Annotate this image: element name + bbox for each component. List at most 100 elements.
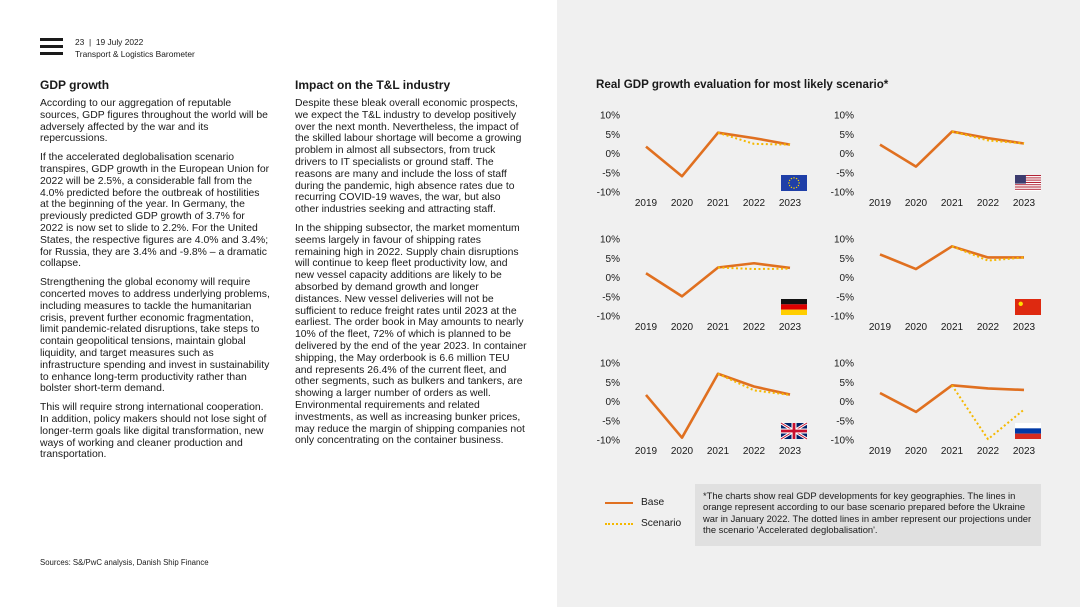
de-flag-icon <box>781 299 807 315</box>
y-tick-label: -10% <box>597 188 620 199</box>
x-tick-label: 2023 <box>1013 198 1036 209</box>
x-tick-label: 2019 <box>635 322 658 333</box>
y-tick-label: 10% <box>600 235 620 246</box>
base-series-line <box>879 384 1025 414</box>
x-tick-label: 2019 <box>635 198 658 209</box>
x-tick-label: 2021 <box>941 446 964 457</box>
base-series-line <box>879 245 1024 271</box>
x-tick-label: 2023 <box>1013 322 1036 333</box>
menu-icon[interactable] <box>40 38 63 56</box>
y-tick-label: 5% <box>840 378 855 389</box>
legend-scenario-label: Scenario <box>641 518 682 529</box>
middle-paragraph: Despite these bleak overall economic pro… <box>295 98 522 216</box>
x-tick-label: 2022 <box>743 198 766 209</box>
y-tick-label: 10% <box>600 359 620 370</box>
x-tick-label: 2019 <box>869 446 892 457</box>
x-tick-label: 2020 <box>671 322 694 333</box>
y-tick-label: 5% <box>606 378 621 389</box>
x-tick-label: 2020 <box>905 322 928 333</box>
left-paragraph: This will require strong international c… <box>40 402 267 461</box>
base-series-line <box>879 130 1025 168</box>
y-tick-label: 0% <box>606 397 621 408</box>
y-tick-label: 5% <box>840 254 855 265</box>
gdp-chart-panel: 10% 5% 0% -5% -10% 2019 2020 2021 2022 2023 <box>831 235 1041 333</box>
scenario-series-line <box>951 130 1025 145</box>
y-tick-label: 10% <box>834 235 854 246</box>
left-paragraph: If the accelerated deglobalisation scena… <box>40 152 270 270</box>
legend-base-swatch <box>605 501 633 504</box>
y-tick-label: 0% <box>840 149 855 160</box>
x-tick-label: 2020 <box>905 198 928 209</box>
base-series-line <box>645 131 791 178</box>
eu-flag-icon <box>781 175 807 191</box>
x-tick-label: 2019 <box>635 446 658 457</box>
middle-column-title: Impact on the T&L industry <box>295 78 451 92</box>
y-tick-label: 5% <box>606 130 621 141</box>
y-tick-label: 10% <box>834 359 854 370</box>
y-tick-label: 0% <box>606 149 621 160</box>
y-tick-label: 10% <box>834 111 854 122</box>
chart-legend: Base Scenario <box>597 484 691 544</box>
legend-base-label: Base <box>641 497 665 508</box>
x-tick-label: 2023 <box>779 322 802 333</box>
y-tick-label: -5% <box>836 168 854 179</box>
middle-paragraph: In the shipping subsector, the market mo… <box>295 222 527 447</box>
x-tick-label: 2023 <box>1013 446 1036 457</box>
x-tick-label: 2020 <box>905 446 928 457</box>
x-tick-label: 2023 <box>779 446 802 457</box>
left-paragraph: According to our aggregation of reputabl… <box>40 98 268 145</box>
gdp-chart-panel: 10% 5% 0% -5% -10% 2019 2020 2021 2022 2023 <box>597 111 807 209</box>
page-number: 23 <box>75 37 85 47</box>
scenario-series-line <box>717 266 791 271</box>
x-tick-label: 2023 <box>779 198 802 209</box>
middle-column: Impact on the T&L industry Despite these… <box>295 78 527 454</box>
scenario-series-line <box>717 372 791 396</box>
gdp-chart-panel: 10% 5% 0% -5% -10% 2019 2020 2021 2022 2023 <box>597 359 808 457</box>
x-tick-label: 2021 <box>707 322 730 333</box>
scenario-series-line <box>717 131 791 146</box>
left-paragraph: Strengthening the global economy will re… <box>40 277 270 395</box>
y-tick-label: -10% <box>831 188 854 199</box>
y-tick-label: -5% <box>836 292 854 303</box>
y-tick-label: -5% <box>602 416 620 427</box>
y-tick-label: -10% <box>597 312 620 323</box>
header-separator: | <box>88 37 92 47</box>
uk-flag-icon <box>780 421 808 441</box>
y-tick-label: -10% <box>597 436 620 447</box>
x-tick-label: 2021 <box>941 322 964 333</box>
x-tick-label: 2020 <box>671 198 694 209</box>
x-tick-label: 2022 <box>977 322 1000 333</box>
x-tick-label: 2019 <box>869 198 892 209</box>
scenario-series-line <box>951 384 1025 441</box>
x-tick-label: 2022 <box>743 322 766 333</box>
base-series-line <box>645 372 791 439</box>
cn-flag-icon <box>1015 299 1041 315</box>
gdp-chart-panel: 10% 5% 0% -5% -10% 2019 2020 2021 2022 2023 <box>597 235 807 333</box>
x-tick-label: 2022 <box>977 198 1000 209</box>
x-tick-label: 2022 <box>977 446 1000 457</box>
header-date: 19 July 2022 <box>95 37 144 47</box>
gdp-chart-panel: 10% 5% 0% -5% -10% 2019 2020 2021 2022 2023 <box>831 359 1041 457</box>
ru-flag-icon <box>1015 423 1041 439</box>
y-tick-label: -5% <box>602 292 620 303</box>
x-tick-label: 2021 <box>941 198 964 209</box>
x-tick-label: 2020 <box>671 446 694 457</box>
y-tick-label: -5% <box>836 416 854 427</box>
x-tick-label: 2021 <box>707 446 730 457</box>
legend-base: Base <box>605 497 664 508</box>
x-tick-label: 2022 <box>743 446 766 457</box>
gdp-chart-panel: 10% 5% 0% -5% -10% 2019 2020 2021 2022 2023 <box>831 111 1041 209</box>
us-flag-icon <box>1015 175 1041 191</box>
y-tick-label: -5% <box>602 168 620 179</box>
y-tick-label: 0% <box>840 273 855 284</box>
header-subtitle: Transport & Logistics Barometer <box>75 49 195 59</box>
y-tick-label: -10% <box>831 436 854 447</box>
x-tick-label: 2021 <box>707 198 730 209</box>
sources-note: Sources: S&/PwC analysis, Danish Ship Fi… <box>40 558 209 567</box>
header-page-date: 23 | 19 July 2022 <box>75 37 143 47</box>
chart-footnote: *The charts show real GDP developments f… <box>695 484 1041 546</box>
y-tick-label: 5% <box>606 254 621 265</box>
y-tick-label: 5% <box>840 130 855 141</box>
legend-scenario-swatch <box>605 522 633 525</box>
